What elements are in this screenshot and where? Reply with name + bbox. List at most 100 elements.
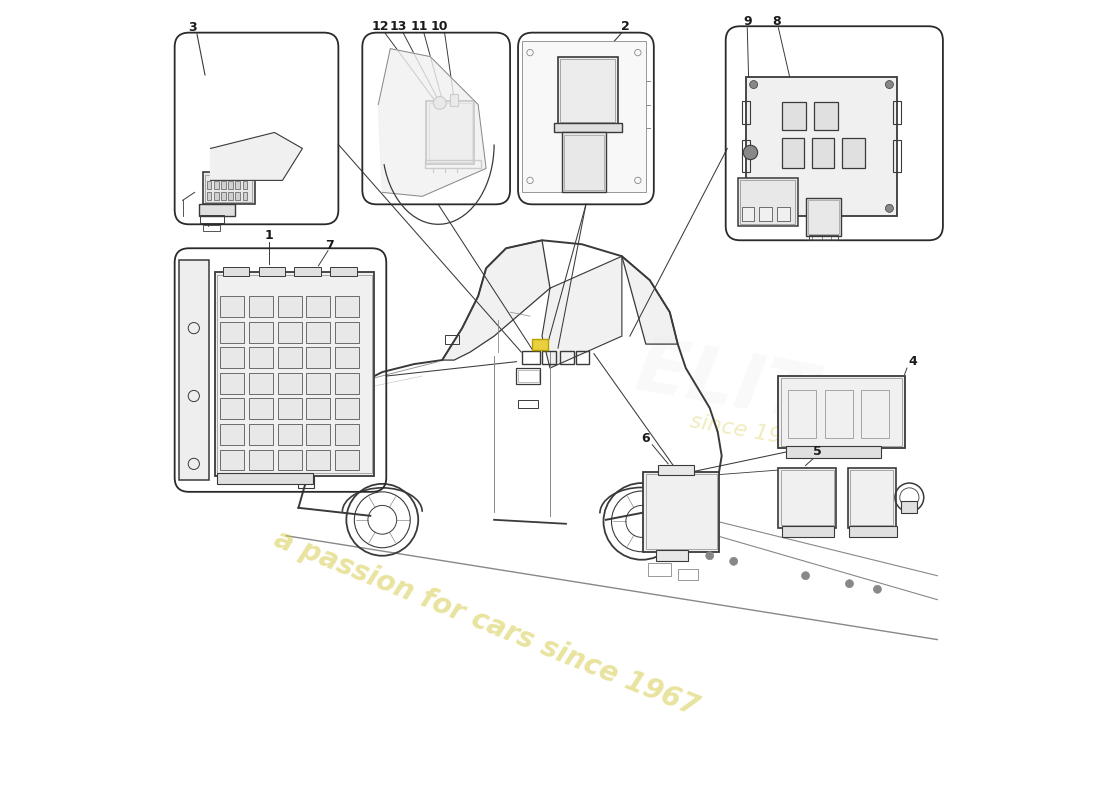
Bar — [893, 141, 901, 172]
Bar — [207, 181, 211, 189]
Bar — [901, 502, 917, 514]
Polygon shape — [542, 256, 621, 368]
Bar — [205, 174, 252, 202]
Bar — [678, 570, 697, 581]
Bar — [576, 351, 590, 364]
Text: 1: 1 — [264, 229, 273, 242]
Bar — [220, 347, 244, 368]
Bar — [307, 373, 330, 394]
Text: 6: 6 — [641, 432, 650, 445]
Bar — [788, 390, 816, 438]
Text: 10: 10 — [431, 20, 449, 33]
Bar — [336, 373, 359, 394]
Bar — [648, 563, 671, 576]
Bar — [220, 373, 244, 394]
Bar — [517, 368, 540, 384]
Bar — [848, 468, 895, 528]
Bar — [646, 474, 717, 550]
Bar — [781, 378, 902, 446]
Polygon shape — [378, 49, 486, 196]
Bar — [782, 102, 805, 130]
Bar — [220, 296, 244, 317]
Circle shape — [706, 552, 714, 560]
Bar — [277, 322, 301, 342]
Bar — [808, 234, 838, 240]
Bar — [554, 123, 621, 133]
Bar — [850, 470, 893, 526]
Bar — [644, 472, 719, 552]
Circle shape — [802, 572, 810, 580]
Bar — [785, 446, 881, 458]
Circle shape — [750, 204, 758, 212]
Bar — [849, 526, 898, 538]
Bar — [741, 141, 750, 172]
Text: 9: 9 — [742, 15, 751, 28]
Bar — [235, 181, 240, 189]
Bar — [825, 390, 852, 438]
Bar — [235, 192, 240, 200]
Polygon shape — [210, 133, 302, 180]
Bar — [336, 398, 359, 419]
Bar — [843, 138, 865, 169]
Polygon shape — [621, 256, 678, 344]
Bar — [249, 450, 273, 470]
Bar — [741, 206, 755, 221]
Bar — [220, 398, 244, 419]
Bar — [221, 181, 226, 189]
Bar — [444, 334, 459, 344]
Text: since 1967: since 1967 — [689, 411, 811, 452]
Bar — [746, 77, 898, 216]
Bar — [307, 296, 330, 317]
Bar — [202, 172, 254, 204]
Bar — [779, 376, 904, 448]
Bar — [249, 424, 273, 445]
Bar — [277, 347, 301, 368]
Bar — [425, 161, 481, 169]
Bar — [222, 266, 249, 276]
Bar — [658, 466, 694, 475]
Circle shape — [729, 558, 738, 566]
Bar — [220, 424, 244, 445]
Text: 11: 11 — [410, 20, 428, 33]
Bar — [532, 339, 549, 350]
Bar — [781, 470, 834, 526]
Bar — [777, 206, 790, 221]
Bar — [220, 322, 244, 342]
Bar — [429, 103, 472, 162]
Bar — [213, 192, 219, 200]
Bar — [336, 424, 359, 445]
Bar — [522, 351, 540, 364]
Bar — [738, 178, 798, 226]
Bar — [782, 138, 804, 169]
Bar — [805, 198, 842, 236]
Bar — [893, 101, 901, 125]
Bar — [336, 322, 359, 342]
Bar — [779, 468, 836, 528]
Bar — [258, 266, 285, 276]
Circle shape — [846, 580, 854, 588]
Bar — [207, 192, 211, 200]
Bar — [213, 181, 219, 189]
Bar — [518, 370, 539, 382]
Bar — [214, 272, 374, 476]
Bar — [249, 347, 273, 368]
Bar — [336, 347, 359, 368]
Bar — [307, 322, 330, 342]
Bar — [277, 296, 301, 317]
Bar — [242, 192, 248, 200]
Text: 7: 7 — [326, 238, 334, 251]
Bar — [277, 398, 301, 419]
Bar — [309, 424, 333, 436]
Bar — [249, 398, 273, 419]
Bar — [330, 266, 356, 276]
Bar — [217, 474, 312, 484]
Circle shape — [744, 146, 758, 160]
Text: 8: 8 — [772, 15, 781, 28]
Circle shape — [750, 81, 758, 89]
Bar — [277, 424, 301, 445]
Bar — [277, 373, 301, 394]
Bar — [808, 200, 839, 234]
Bar — [861, 390, 890, 438]
Bar — [221, 192, 226, 200]
Bar — [228, 192, 233, 200]
